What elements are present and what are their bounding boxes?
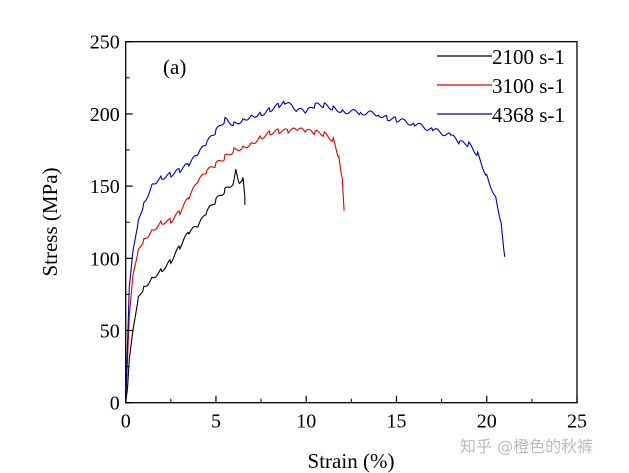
series-line-4368 xyxy=(125,100,506,403)
y-tick-label: 100 xyxy=(90,248,120,270)
legend: 2100 s-1 3100 s-1 4368 s-1 xyxy=(437,45,565,127)
watermark: 知乎 @橙色的秋裤 xyxy=(460,437,593,456)
y-tick-label: 250 xyxy=(90,32,120,54)
x-axis-label: Strain (%) xyxy=(308,449,395,473)
x-tick-label: 15 xyxy=(386,411,406,433)
x-tick-label: 0 xyxy=(121,411,131,433)
series-line-2100 xyxy=(125,169,246,403)
x-tick-label: 20 xyxy=(477,411,497,433)
y-tick-label: 150 xyxy=(90,176,120,198)
legend-label: 2100 s-1 xyxy=(492,45,565,69)
x-tick-label: 10 xyxy=(296,411,316,433)
legend-label: 4368 s-1 xyxy=(492,103,565,127)
series-layer xyxy=(125,100,506,403)
y-axis-label: Stress (MPa) xyxy=(38,167,62,276)
y-tick-label: 200 xyxy=(90,104,120,126)
y-tick-label: 50 xyxy=(100,321,120,343)
y-tick-label: 0 xyxy=(110,393,120,415)
legend-label: 3100 s-1 xyxy=(492,74,565,98)
x-tick-label: 25 xyxy=(567,411,587,433)
x-tick-label: 5 xyxy=(211,411,221,433)
series-line-3100 xyxy=(125,127,345,403)
panel-annotation: (a) xyxy=(163,55,186,79)
